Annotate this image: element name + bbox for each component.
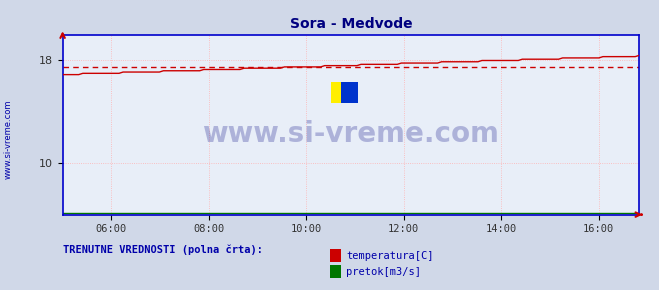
Text: temperatura[C]: temperatura[C] [346,251,434,261]
Title: Sora - Medvode: Sora - Medvode [289,17,413,31]
Text: www.si-vreme.com: www.si-vreme.com [202,120,500,148]
Bar [341,81,358,103]
Text: pretok[m3/s]: pretok[m3/s] [346,267,421,277]
Text: TRENUTNE VREDNOSTI (polna črta):: TRENUTNE VREDNOSTI (polna črta): [63,244,262,255]
Text: www.si-vreme.com: www.si-vreme.com [3,99,13,179]
Bar [331,81,348,103]
